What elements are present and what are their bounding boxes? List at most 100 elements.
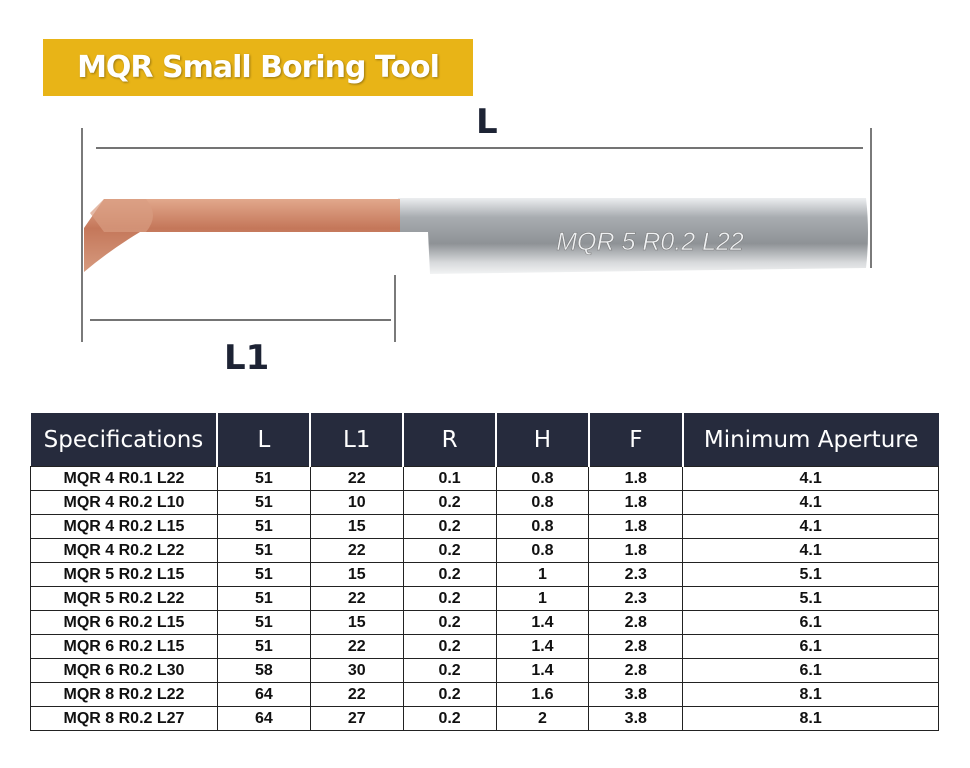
table-cell: 22 xyxy=(309,466,404,491)
table-cell: 51 xyxy=(216,538,311,563)
table-cell: 58 xyxy=(216,658,311,683)
length-label: L xyxy=(476,102,498,142)
table-cell: 1.8 xyxy=(588,538,684,563)
table-cell: MQR 4 R0.2 L22 xyxy=(30,538,218,563)
table-cell: 0.2 xyxy=(402,514,497,539)
table-cell: 0.8 xyxy=(495,514,590,539)
table-cell: 1.8 xyxy=(588,490,684,515)
table-cell: 0.2 xyxy=(402,610,497,635)
table-cell: 2 xyxy=(495,706,590,731)
table-cell: 4.1 xyxy=(682,466,939,491)
table-cell: 2.3 xyxy=(588,562,684,587)
table-row: MQR 5 R0.2 L15 51 15 0.2 1 2.3 5.1 xyxy=(30,562,939,587)
table-cell: 0.8 xyxy=(495,466,590,491)
table-cell: MQR 4 R0.1 L22 xyxy=(30,466,218,491)
table-cell: MQR 5 R0.2 L22 xyxy=(30,586,218,611)
column-header: F xyxy=(587,413,683,467)
table-cell: MQR 6 R0.2 L15 xyxy=(30,634,218,659)
table-cell: MQR 4 R0.2 L10 xyxy=(30,490,218,515)
cutting-length-label: L1 xyxy=(224,338,270,378)
table-cell: 0.1 xyxy=(402,466,497,491)
table-cell: 0.8 xyxy=(495,490,590,515)
table-header-row: Specifications L L1 R H F Minimum Aperture xyxy=(30,413,939,467)
table-cell: 22 xyxy=(309,682,404,707)
table-cell: 1.8 xyxy=(588,514,684,539)
table-cell: 51 xyxy=(216,610,311,635)
table-cell: 51 xyxy=(216,466,311,491)
table-cell: 30 xyxy=(309,658,404,683)
table-cell: 0.2 xyxy=(402,538,497,563)
column-header: L1 xyxy=(309,413,404,467)
table-cell: 51 xyxy=(216,514,311,539)
table-cell: 8.1 xyxy=(682,706,939,731)
table-cell: 2.3 xyxy=(588,586,684,611)
table-cell: 4.1 xyxy=(682,538,939,563)
table-cell: 3.8 xyxy=(588,706,684,731)
table-cell: 64 xyxy=(216,706,311,731)
table-cell: 10 xyxy=(309,490,404,515)
table-cell: 2.8 xyxy=(588,610,684,635)
table-cell: 5.1 xyxy=(682,586,939,611)
table-cell: 0.2 xyxy=(402,586,497,611)
table-row: MQR 6 R0.2 L30 58 30 0.2 1.4 2.8 6.1 xyxy=(30,658,939,683)
table-cell: 0.2 xyxy=(402,682,497,707)
table-cell: 4.1 xyxy=(682,514,939,539)
table-cell: 1.8 xyxy=(588,466,684,491)
table-cell: 6.1 xyxy=(682,634,939,659)
table-cell: 22 xyxy=(309,586,404,611)
table-cell: 1 xyxy=(495,562,590,587)
table-cell: 22 xyxy=(309,634,404,659)
table-row: MQR 8 R0.2 L27 64 27 0.2 2 3.8 8.1 xyxy=(30,706,939,731)
table-cell: 2.8 xyxy=(588,658,684,683)
table-cell: 15 xyxy=(309,562,404,587)
table-cell: 51 xyxy=(216,586,311,611)
table-cell: 6.1 xyxy=(682,610,939,635)
table-body: MQR 4 R0.1 L22 51 22 0.1 0.8 1.8 4.1 MQR 4 R0.2… xyxy=(30,466,939,731)
table-row: MQR 6 R0.2 L15 51 15 0.2 1.4 2.8 6.1 xyxy=(30,610,939,635)
table-row: MQR 4 R0.2 L10 51 10 0.2 0.8 1.8 4.1 xyxy=(30,490,939,515)
tool-cutting-head xyxy=(84,199,400,272)
column-header: Specifications xyxy=(30,413,218,467)
table-cell: 0.8 xyxy=(495,538,590,563)
table-cell: 64 xyxy=(216,682,311,707)
column-header: Minimum Aperture xyxy=(681,413,939,467)
table-row: MQR 8 R0.2 L22 64 22 0.2 1.6 3.8 8.1 xyxy=(30,682,939,707)
table-cell: MQR 6 R0.2 L30 xyxy=(30,658,218,683)
dimension-lines xyxy=(81,128,872,342)
table-cell: 2.8 xyxy=(588,634,684,659)
table-cell: 1.6 xyxy=(495,682,590,707)
table-cell: 5.1 xyxy=(682,562,939,587)
table-cell: 1.4 xyxy=(495,610,590,635)
table-row: MQR 6 R0.2 L15 51 22 0.2 1.4 2.8 6.1 xyxy=(30,634,939,659)
specifications-table: Specifications L L1 R H F Minimum Aperture MQR… xyxy=(30,413,939,731)
column-header: H xyxy=(495,413,589,467)
table-cell: MQR 8 R0.2 L22 xyxy=(30,682,218,707)
table-cell: 0.2 xyxy=(402,490,497,515)
table-cell: 51 xyxy=(216,490,311,515)
tool-shank xyxy=(398,198,868,274)
table-cell: MQR 5 R0.2 L15 xyxy=(30,562,218,587)
table-cell: 3.8 xyxy=(588,682,684,707)
table-cell: 1 xyxy=(495,586,590,611)
table-cell: 15 xyxy=(309,514,404,539)
table-cell: MQR 8 R0.2 L27 xyxy=(30,706,218,731)
table-row: MQR 4 R0.2 L15 51 15 0.2 0.8 1.8 4.1 xyxy=(30,514,939,539)
column-header: L xyxy=(216,413,311,467)
column-header: R xyxy=(402,413,497,467)
table-cell: 0.2 xyxy=(402,562,497,587)
table-cell: 0.2 xyxy=(402,658,497,683)
table-cell: 51 xyxy=(216,562,311,587)
table-row: MQR 4 R0.1 L22 51 22 0.1 0.8 1.8 4.1 xyxy=(30,466,939,491)
table-cell: 4.1 xyxy=(682,490,939,515)
table-row: MQR 5 R0.2 L22 51 22 0.2 1 2.3 5.1 xyxy=(30,586,939,611)
table-cell: 6.1 xyxy=(682,658,939,683)
table-cell: 15 xyxy=(309,610,404,635)
table-cell: 0.2 xyxy=(402,706,497,731)
table-cell: 0.2 xyxy=(402,634,497,659)
title-banner: MQR Small Boring Tool xyxy=(43,39,473,96)
table-cell: 51 xyxy=(216,634,311,659)
tool-marking: MQR 5 R0.2 L22 xyxy=(556,228,744,256)
table-row: MQR 4 R0.2 L22 51 22 0.2 0.8 1.8 4.1 xyxy=(30,538,939,563)
table-cell: 1.4 xyxy=(495,634,590,659)
table-cell: MQR 6 R0.2 L15 xyxy=(30,610,218,635)
